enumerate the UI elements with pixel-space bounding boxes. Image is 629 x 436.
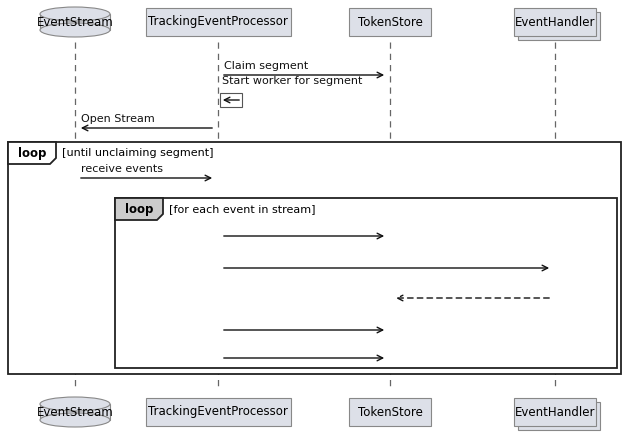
Text: Claim segment: Claim segment xyxy=(224,61,308,71)
Ellipse shape xyxy=(40,7,110,21)
FancyBboxPatch shape xyxy=(349,398,431,426)
Text: EventHandler: EventHandler xyxy=(515,16,595,28)
Bar xyxy=(115,198,617,368)
FancyBboxPatch shape xyxy=(349,8,431,36)
Text: loop: loop xyxy=(18,146,46,160)
Polygon shape xyxy=(115,198,163,220)
Text: Open Stream: Open Stream xyxy=(81,114,155,124)
Text: [until unclaiming segment]: [until unclaiming segment] xyxy=(62,148,213,158)
Ellipse shape xyxy=(40,397,110,411)
Text: Invoke handler: Invoke handler xyxy=(224,254,307,264)
FancyBboxPatch shape xyxy=(514,398,596,426)
Bar xyxy=(220,93,242,107)
Text: TokenStore: TokenStore xyxy=(357,405,423,419)
FancyBboxPatch shape xyxy=(518,402,600,430)
Text: EventHandler: EventHandler xyxy=(515,405,595,419)
Text: TrackingEventProcessor: TrackingEventProcessor xyxy=(148,405,288,419)
Text: receive events: receive events xyxy=(81,164,163,174)
Text: TrackingEventProcessor: TrackingEventProcessor xyxy=(148,16,288,28)
Polygon shape xyxy=(8,142,56,164)
FancyBboxPatch shape xyxy=(514,8,596,36)
Text: TokenStore: TokenStore xyxy=(357,16,423,28)
Ellipse shape xyxy=(40,23,110,37)
Bar xyxy=(8,142,621,374)
Text: EventStream: EventStream xyxy=(36,406,113,419)
Ellipse shape xyxy=(40,413,110,427)
Text: Start transaction: Start transaction xyxy=(224,222,318,232)
FancyBboxPatch shape xyxy=(518,12,600,40)
Text: EventStream: EventStream xyxy=(36,17,113,30)
Text: Store information: Store information xyxy=(396,284,494,294)
Text: Store updated token: Store updated token xyxy=(224,316,338,326)
Text: loop: loop xyxy=(125,202,153,215)
Bar xyxy=(40,14,110,30)
Text: Commit transaction: Commit transaction xyxy=(224,344,335,354)
Bar xyxy=(40,404,110,420)
FancyBboxPatch shape xyxy=(145,8,291,36)
Text: [for each event in stream]: [for each event in stream] xyxy=(169,204,316,214)
Text: Start worker for segment: Start worker for segment xyxy=(222,76,362,86)
FancyBboxPatch shape xyxy=(145,398,291,426)
